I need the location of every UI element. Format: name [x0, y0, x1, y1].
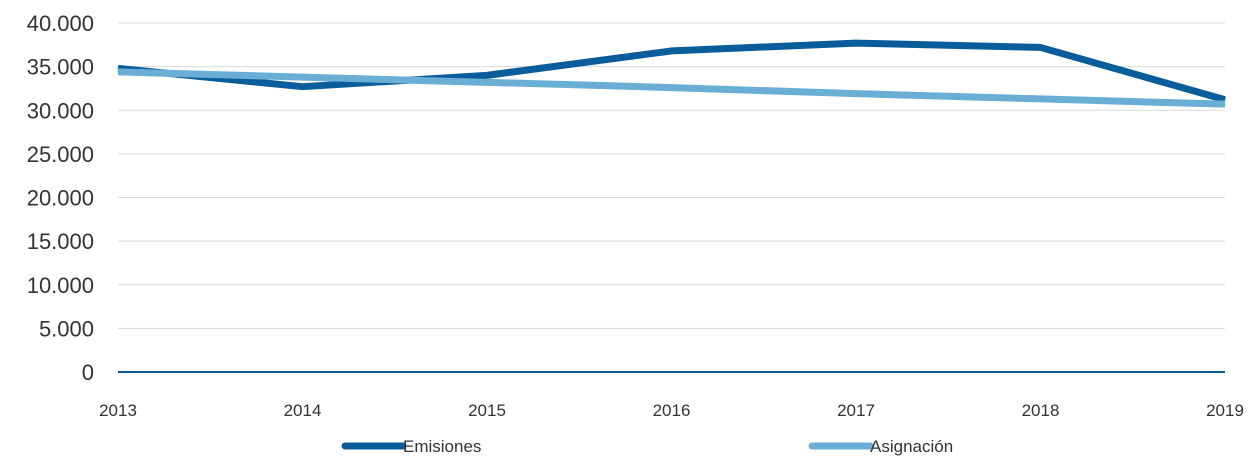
legend-label-emisiones: Emisiones	[403, 437, 481, 456]
data-point	[671, 50, 672, 52]
y-tick-label: 5.000	[39, 316, 94, 341]
x-tick-label: 2014	[284, 401, 322, 420]
x-axis-ticks: 2013 2014 2015 2016 2017 2018 2019	[99, 401, 1244, 420]
legend-label-asignaci-n: Asignación	[870, 437, 953, 456]
x-tick-label: 2017	[837, 401, 875, 420]
data-point	[855, 42, 857, 44]
data-point	[1040, 98, 1041, 100]
data-point	[1040, 46, 1041, 48]
y-tick-label: 40.000	[27, 11, 94, 36]
x-tick-label: 2015	[468, 401, 506, 420]
data-point	[302, 86, 303, 88]
series-lines	[117, 39, 1226, 108]
x-tick-label: 2013	[99, 401, 137, 420]
x-tick-label: 2019	[1206, 401, 1244, 420]
y-tick-label: 10.000	[27, 273, 94, 298]
series-line-emisiones	[117, 39, 1226, 104]
y-tick-label: 15.000	[27, 229, 94, 254]
x-tick-label: 2018	[1022, 401, 1060, 420]
data-point	[302, 76, 303, 78]
data-point	[486, 74, 488, 76]
gridlines	[118, 22, 1225, 373]
data-point	[117, 71, 119, 73]
x-tick-label: 2016	[653, 401, 691, 420]
data-point	[486, 81, 488, 83]
y-tick-label: 30.000	[27, 98, 94, 123]
data-point	[855, 93, 857, 95]
y-tick-label: 20.000	[27, 186, 94, 211]
data-point	[671, 87, 672, 89]
y-axis-ticks: 0 5.000 10.000 15.000 20.000 25.000 30.000 35.0…	[27, 11, 94, 385]
y-tick-label: 0	[82, 360, 94, 385]
legend: Emisiones Asignación	[341, 437, 953, 456]
data-point	[1224, 103, 1226, 105]
data-point	[1224, 99, 1226, 101]
y-tick-label: 35.000	[27, 55, 94, 80]
y-tick-label: 25.000	[27, 142, 94, 167]
